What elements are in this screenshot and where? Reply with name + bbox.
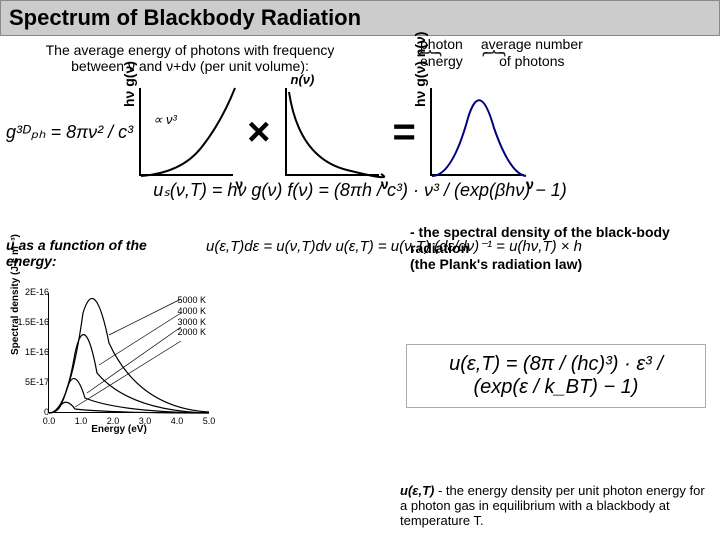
xtick: 0.0 — [43, 416, 56, 426]
chart1-xlabel: ν — [235, 176, 243, 192]
chart1-ylabel: hν g(ν) — [121, 61, 137, 107]
spectral-curve-2 — [49, 379, 209, 413]
legend-item-0: 5000 K — [177, 295, 206, 306]
page-title: Spectrum of Blackbody Radiation — [9, 5, 711, 31]
xtick: 2.0 — [107, 416, 120, 426]
chart3-curve — [432, 100, 526, 176]
xtick: 3.0 — [139, 416, 152, 426]
label-avg-number: average number of photons — [481, 36, 583, 70]
page-header: Spectrum of Blackbody Radiation — [0, 0, 720, 36]
equals-operator: = — [393, 110, 416, 155]
legend-item-2: 3000 K — [177, 317, 206, 328]
legend-leader-2 — [87, 327, 181, 393]
top-labels: photon energy average number of photons — [420, 36, 583, 70]
chart2-svg — [287, 88, 381, 176]
planck-note: - the spectral density of the black-body… — [410, 224, 690, 272]
formula-us: uₛ(ν,T) = hν g(ν) f(ν) = (8πh / c³) · ν³… — [153, 180, 567, 201]
spectral-density-chart: Spectral density (J s m⁻³) Energy (eV) 5… — [14, 275, 224, 435]
xtick: 4.0 — [171, 416, 184, 426]
spectral-legend: 5000 K4000 K3000 K2000 K — [177, 295, 206, 338]
legend-leader-1 — [99, 313, 181, 365]
legend-item-3: 2000 K — [177, 327, 206, 338]
intro-text: The average energy of photons with frequ… — [0, 36, 380, 78]
three-charts-row: g³ᴰₚₕ = 8πν² / c³ hν g(ν) ν ∝ ν³ × n(ν) … — [0, 88, 720, 176]
xtick: 1.0 — [75, 416, 88, 426]
note2-body: - the energy density per unit photon ene… — [400, 483, 705, 528]
chart2-ylabel: n(ν) — [291, 72, 315, 87]
chart1-svg — [141, 88, 235, 176]
note2-lead: u(ε,T) — [400, 483, 434, 498]
mini-chart-n: n(ν) ν — [285, 88, 379, 176]
legend-leader-0 — [109, 299, 181, 335]
chart3-ylabel: hν g(ν) n(ν) — [412, 32, 428, 107]
chart3-xlabel: ν — [526, 176, 534, 192]
ytick: 1.5E-16 — [17, 317, 49, 327]
mini-chart-hvg: hν g(ν) ν ∝ ν³ — [139, 88, 233, 176]
us-formula-row: uₛ(ν,T) = hν g(ν) f(ν) = (8πh / c³) · ν³… — [0, 180, 720, 201]
mini-chart-product: hν g(ν) n(ν) ν — [430, 88, 524, 176]
spectral-axes: 5000 K4000 K3000 K2000 K 2E-161.5E-161E-… — [48, 293, 208, 413]
ytick: 2E-16 — [25, 287, 49, 297]
xtick: 5.0 — [203, 416, 216, 426]
ytick: 5E-17 — [25, 377, 49, 387]
spectral-ylabel: Spectral density (J s m⁻³) — [10, 234, 21, 355]
formula-u-eps-T: u(ε,T) = (8π / (hc)³) · ε³ / (exp(ε / k_… — [406, 344, 706, 408]
times-operator: × — [247, 110, 270, 155]
chart1-annot: ∝ ν³ — [153, 112, 177, 128]
u-as-function-label: u as a function of the energy: — [6, 237, 147, 269]
chart1-curve — [141, 88, 235, 176]
energy-density-note: u(ε,T) - the energy density per unit pho… — [400, 483, 710, 528]
chart3-svg — [432, 88, 526, 176]
ytick: 1E-16 — [25, 347, 49, 357]
chart2-xlabel: ν — [381, 176, 389, 192]
big-formula-box: u(ε,T) = (8π / (hc)³) · ε³ / (exp(ε / k_… — [406, 344, 706, 408]
legend-item-1: 4000 K — [177, 306, 206, 317]
formula-density-of-states: g³ᴰₚₕ = 8πν² / c³ — [6, 122, 133, 143]
chart2-curve — [289, 92, 384, 177]
